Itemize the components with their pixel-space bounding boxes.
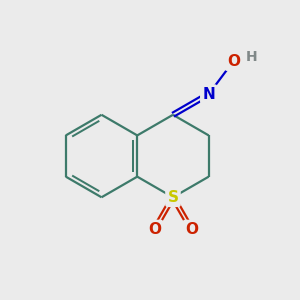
Text: O: O [227, 54, 240, 69]
Text: O: O [185, 222, 198, 237]
Text: N: N [202, 87, 215, 102]
Text: O: O [148, 222, 161, 237]
Text: S: S [167, 190, 178, 205]
Text: H: H [246, 50, 258, 64]
